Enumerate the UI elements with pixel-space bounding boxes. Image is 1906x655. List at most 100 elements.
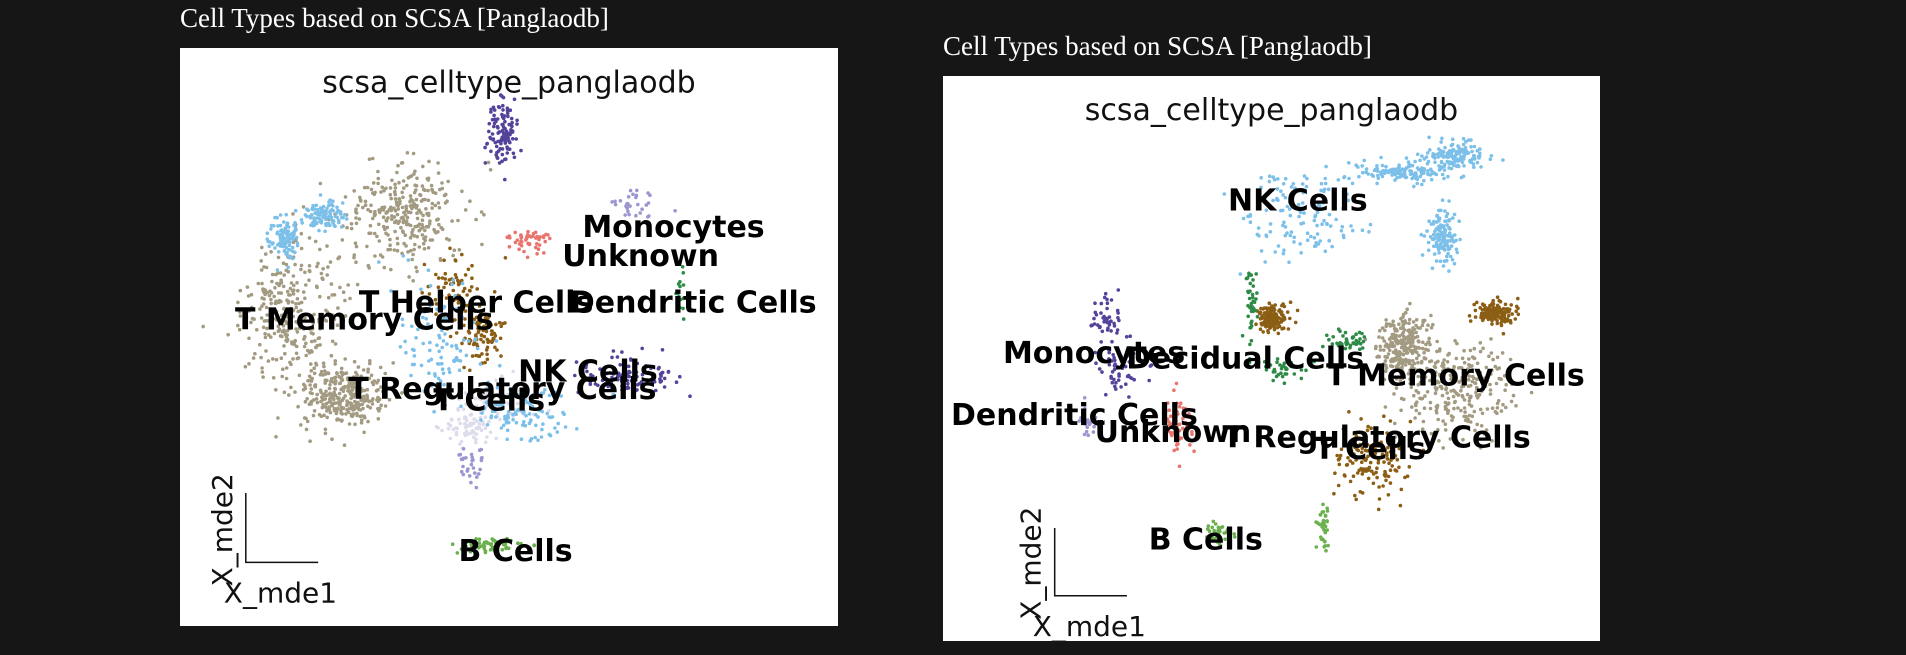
cell-point (1384, 164, 1388, 169)
cell-point (315, 285, 319, 290)
cell-point (1500, 351, 1505, 355)
cell-point (547, 408, 551, 413)
cell-point (1379, 155, 1383, 160)
cell-point (498, 139, 503, 143)
cell-point (1508, 318, 1513, 323)
cell-point (1281, 302, 1285, 306)
cell-point (1415, 350, 1419, 355)
cell-point (291, 314, 296, 319)
cell-point (1247, 360, 1252, 365)
cell-point (547, 415, 551, 419)
cell-point (1394, 356, 1399, 360)
cell-point (355, 282, 360, 287)
cell-point (265, 231, 270, 235)
cell-point (503, 256, 508, 260)
cell-point (1401, 352, 1406, 357)
cell-point (456, 279, 461, 284)
cell-point (365, 387, 370, 392)
cell-point (1412, 327, 1417, 332)
cell-point (424, 296, 428, 301)
cell-point (421, 187, 426, 192)
cell-point (420, 184, 425, 188)
cell-point (473, 471, 477, 475)
cell-point (1268, 326, 1272, 330)
cell-point (1094, 313, 1099, 317)
cell-point (1457, 379, 1462, 384)
cell-point (1456, 393, 1461, 397)
cell-point (1255, 291, 1259, 295)
cell-point (1473, 428, 1477, 433)
cluster-label: Unknown (562, 239, 719, 274)
cell-point (1383, 344, 1388, 348)
cell-point (349, 226, 354, 231)
cell-point (360, 402, 365, 407)
cell-point (323, 431, 328, 436)
cell-point (415, 203, 419, 208)
cell-point (470, 276, 474, 280)
cell-point (437, 349, 442, 354)
cell-point (486, 398, 491, 403)
cell-point (1322, 218, 1326, 223)
cell-point (1250, 292, 1255, 297)
cell-point (1488, 382, 1492, 387)
cell-point (444, 192, 448, 197)
cell-point (487, 129, 491, 134)
cell-point (1365, 428, 1370, 433)
cell-point (524, 413, 528, 418)
cell-point (331, 313, 335, 318)
cell-point (335, 205, 339, 210)
cell-point (1462, 360, 1467, 365)
cell-point (1408, 345, 1413, 349)
cell-point (282, 307, 286, 311)
cell-point (1462, 406, 1467, 410)
cell-point (1441, 155, 1446, 159)
cell-point (276, 416, 280, 420)
cell-point (530, 404, 535, 409)
cell-point (484, 329, 489, 334)
cell-point (1348, 459, 1352, 463)
cell-point (504, 417, 509, 422)
cell-point (1347, 161, 1351, 165)
cell-point (485, 435, 489, 439)
cell-point (1110, 370, 1115, 374)
cell-point (1377, 441, 1381, 446)
cell-point (287, 247, 291, 252)
cell-point (645, 378, 650, 382)
cell-point (1385, 431, 1389, 435)
cell-point (456, 406, 461, 411)
cell-point (489, 323, 494, 327)
cell-point (1381, 168, 1385, 173)
cell-point (450, 542, 455, 546)
cell-point (1273, 369, 1277, 374)
cell-point (1389, 358, 1393, 363)
cell-point (1475, 369, 1479, 373)
cell-point (1166, 401, 1170, 405)
cell-point (481, 542, 486, 547)
cell-point (1278, 363, 1282, 367)
cell-point (1436, 380, 1441, 385)
cell-point (421, 213, 425, 218)
cell-point (433, 203, 438, 208)
cell-point (1468, 158, 1472, 163)
cell-point (249, 292, 254, 297)
cell-point (295, 330, 300, 334)
cell-point (1472, 144, 1477, 149)
cell-point (530, 393, 535, 397)
cell-point (315, 207, 320, 212)
cell-point (497, 105, 502, 110)
cell-point (326, 371, 330, 375)
cell-point (437, 205, 442, 210)
cluster-label: Dendritic Cells (951, 398, 1198, 433)
cell-point (496, 131, 501, 135)
cell-point (1472, 165, 1476, 169)
cell-point (1082, 396, 1087, 400)
cell-point (646, 370, 651, 375)
cell-point (1305, 238, 1310, 242)
cell-point (465, 469, 470, 473)
cell-point (286, 229, 291, 234)
cell-point (1356, 340, 1361, 344)
cell-point (447, 302, 452, 306)
cell-point (483, 550, 488, 555)
cell-point (339, 370, 343, 375)
cell-point (304, 353, 308, 358)
